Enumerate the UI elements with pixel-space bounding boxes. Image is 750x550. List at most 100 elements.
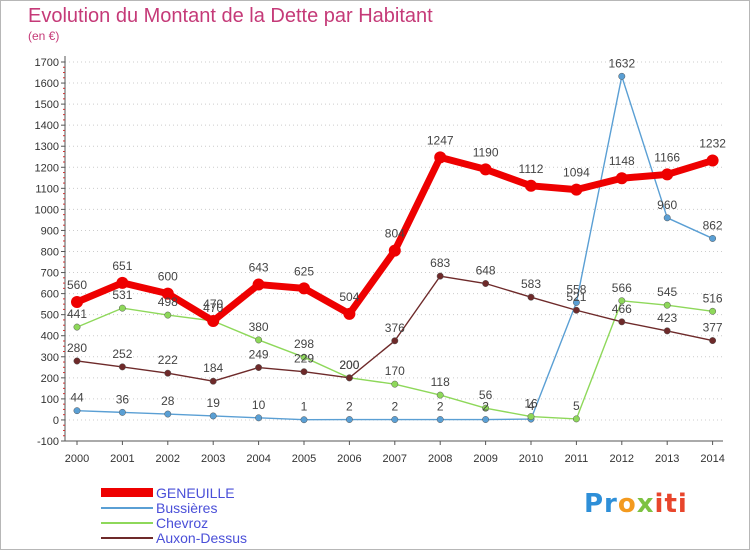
data-point [255,336,263,344]
proxiti-logo: Proxiti [584,489,688,519]
data-label: 4 [528,399,535,413]
x-tick-label: 2014 [700,453,724,465]
data-point [252,278,265,291]
data-label: 1190 [473,145,499,159]
data-label: 423 [657,311,677,325]
data-label: 44 [70,391,84,405]
data-point [482,280,490,287]
y-tick-label: 1400 [35,120,59,132]
data-point [118,363,126,371]
data-label: 200 [339,358,359,372]
data-label: 504 [339,290,359,304]
data-label: 648 [476,264,496,278]
data-point [663,214,671,222]
chart-title: Evolution du Montant de la Dette par Hab… [28,5,433,27]
data-point [388,244,401,257]
data-label: 280 [67,341,87,355]
data-label: 298 [294,337,314,351]
data-label: 16 [524,397,538,411]
data-label: 1232 [699,137,726,151]
legend-swatch [101,537,153,539]
data-point [73,357,81,365]
data-label: 36 [116,392,130,406]
data-label: 200 [339,358,359,372]
data-point [618,297,626,305]
y-tick-label: 900 [41,225,59,237]
data-point [116,276,129,289]
logo-part: x [636,489,655,519]
data-point [391,380,399,388]
data-label: 560 [67,278,87,292]
data-point [343,307,356,320]
data-label: 566 [612,281,632,295]
data-label: 118 [431,375,450,389]
y-tick-label: 1500 [35,99,59,111]
data-point [71,296,83,309]
data-point [73,323,81,331]
y-tick-label: 400 [41,331,59,343]
data-label: 600 [158,270,178,284]
data-label: 1166 [654,150,680,164]
data-point [663,301,671,309]
grid [65,61,723,442]
data-label: 643 [249,261,269,275]
data-point [300,353,308,361]
y-tick-label: 1700 [35,57,59,69]
data-label: 558 [566,282,586,296]
data-label: 683 [430,256,450,270]
data-point [570,183,583,196]
y-tick-label: 1100 [35,183,59,195]
data-label: 376 [385,321,405,335]
data-label: 1632 [608,56,635,70]
data-point [73,407,81,415]
data-label: 249 [249,348,269,362]
data-label: 498 [158,295,178,309]
legend-label: Auxon-Dessus [156,530,248,546]
x-tick-label: 2006 [337,453,361,465]
data-point [300,368,308,376]
x-tick-label: 2004 [246,453,270,465]
data-label: 56 [479,388,493,402]
y-tick-label: 1200 [35,162,59,174]
data-point [118,304,126,312]
data-point [525,179,537,192]
data-point [706,154,719,167]
data-point [434,151,447,164]
data-label: 960 [657,198,677,212]
data-point [300,416,308,424]
data-point [482,416,490,423]
data-point [527,293,535,301]
data-label: 377 [703,321,723,335]
data-label: 470 [203,301,223,315]
logo-part: o [617,489,637,519]
data-label: 1112 [519,162,544,176]
legend-label: Chevroz [156,515,209,531]
y-tick-label: 700 [41,268,59,280]
data-label: 1 [301,400,308,414]
x-tick-label: 2000 [65,453,89,465]
x-tick-label: 2005 [292,453,316,465]
data-label: 2 [437,400,444,414]
data-label: 380 [249,320,269,334]
data-point [164,410,172,418]
data-label: 545 [657,285,677,299]
x-tick-label: 2009 [473,453,497,465]
y-tick-label: 300 [41,352,59,364]
data-point [298,282,310,295]
legend-swatch [101,507,153,509]
data-point [345,416,353,423]
data-point [572,415,580,423]
x-tick-label: 2010 [519,453,543,465]
data-label: 531 [112,288,132,302]
x-tick-label: 2003 [201,453,225,465]
x-tick-label: 2013 [655,453,679,465]
data-label: 466 [612,302,632,316]
y-tick-label: -100 [37,436,59,448]
data-label: 521 [566,290,586,304]
data-point [436,391,444,399]
data-label: 441 [67,307,87,321]
data-point [164,311,172,319]
